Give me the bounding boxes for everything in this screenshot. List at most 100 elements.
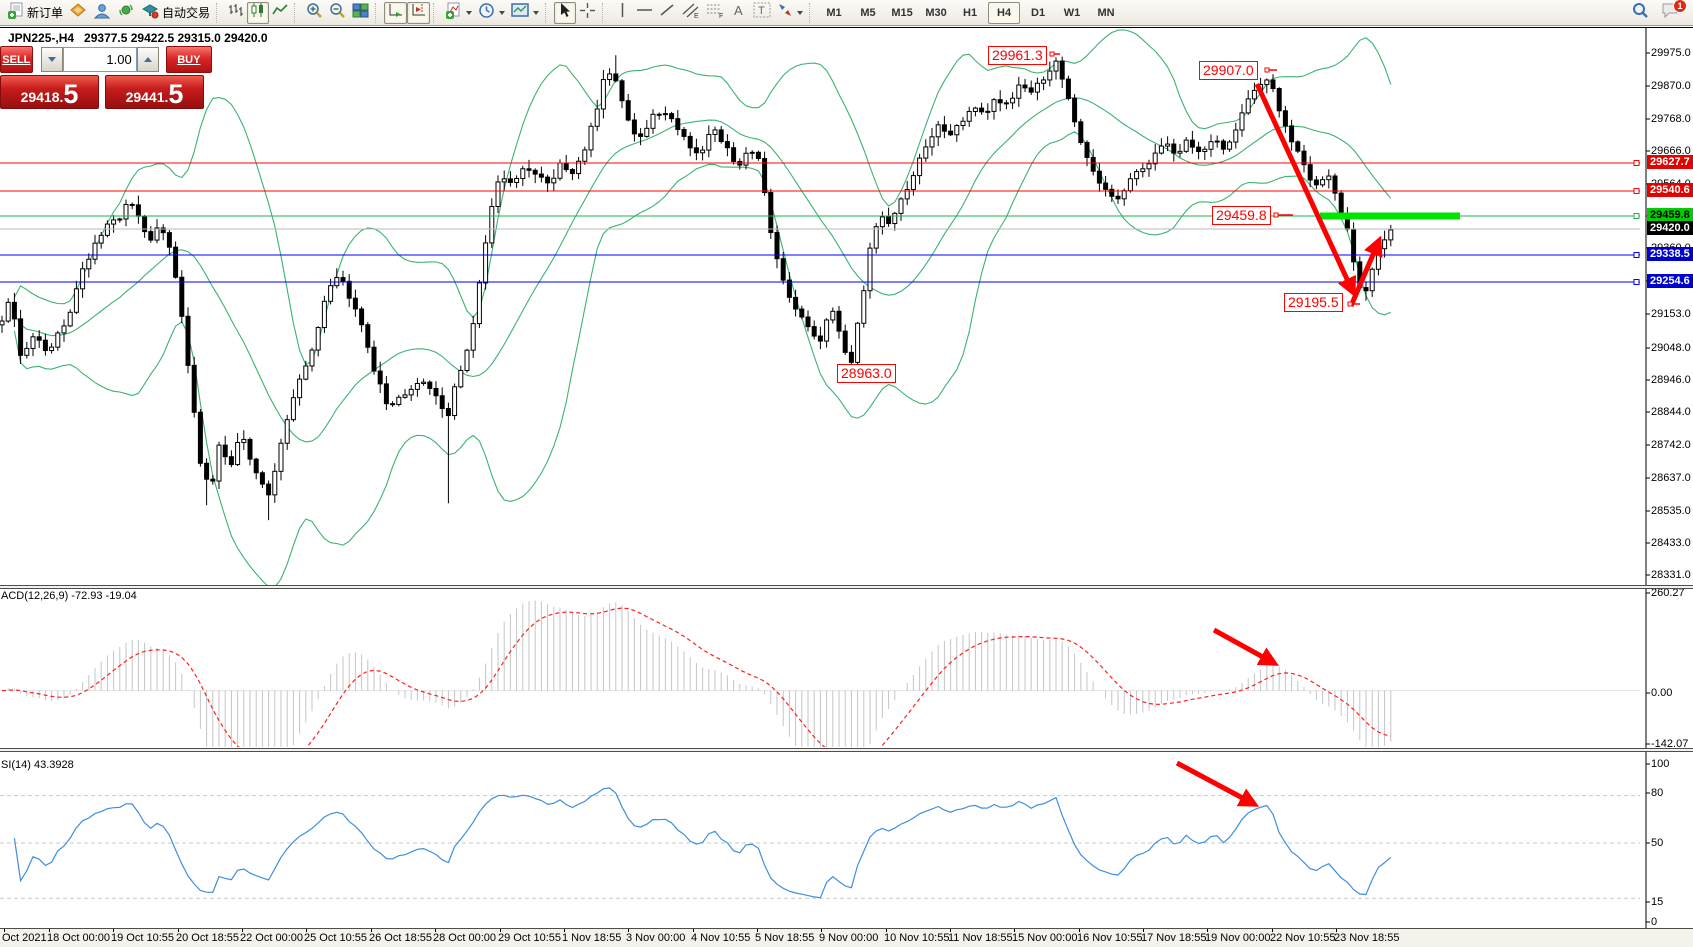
- candlestick-chart-button[interactable]: [247, 1, 270, 24]
- indicators-button[interactable]: [442, 2, 475, 24]
- annotation-label[interactable]: 29459.8: [1212, 206, 1271, 225]
- annotation-label[interactable]: 29907.0: [1199, 61, 1258, 80]
- toolbar-separator: [375, 2, 381, 23]
- new-order-button[interactable]: 新订单: [4, 2, 66, 24]
- toolbar-separator: [216, 2, 222, 23]
- volume-increase-button[interactable]: [136, 47, 159, 72]
- clock-icon: [478, 2, 495, 24]
- time-tick: [1336, 929, 1337, 932]
- svg-text:T: T: [758, 5, 765, 17]
- time-axis-label: 15 Nov 00:00: [1012, 932, 1078, 944]
- time-axis-label: 19 Nov 00:00: [1205, 932, 1271, 944]
- cursor-icon: [558, 2, 573, 23]
- volume-input[interactable]: [62, 47, 137, 72]
- arrows-tool-button[interactable]: [774, 2, 806, 24]
- indicator-tick-label: 100: [1651, 758, 1670, 770]
- timeframe-button-m1[interactable]: M1: [826, 6, 842, 19]
- horizontal-line-button[interactable]: [633, 2, 656, 24]
- text-label-icon: T: [753, 2, 771, 23]
- text-label-button[interactable]: T: [750, 2, 774, 24]
- sell-price-box[interactable]: 29418. 5: [0, 75, 99, 109]
- toolbar-separator: [602, 2, 608, 23]
- equidistant-channel-button[interactable]: E: [678, 2, 703, 24]
- timeframe-button-w1[interactable]: W1: [1063, 6, 1081, 19]
- line-chart-button[interactable]: [269, 2, 291, 24]
- annotation-label[interactable]: 28963.0: [837, 364, 896, 383]
- trendline-icon: [659, 2, 675, 23]
- text-button[interactable]: A: [728, 2, 750, 24]
- profile-button[interactable]: [90, 2, 114, 24]
- crosshair-button[interactable]: [576, 2, 599, 24]
- navigator-icon: [69, 2, 87, 24]
- dropdown-arrow-icon: [797, 10, 804, 15]
- vertical-line-icon: [616, 2, 629, 23]
- buy-price-box[interactable]: 29441. 5: [105, 75, 204, 109]
- buy-button[interactable]: BUY: [165, 46, 212, 73]
- annotation-label[interactable]: 29195.5: [1284, 293, 1343, 312]
- zoom-out-icon: [329, 2, 346, 24]
- time-axis-label: 1 Nov 18:55: [562, 932, 622, 944]
- time-tick: [821, 929, 822, 932]
- cursor-button[interactable]: [554, 1, 577, 24]
- toolbar-separator: [294, 2, 300, 23]
- buy-price-decimal: 5: [168, 79, 184, 109]
- price-tick-label: 28637.0: [1651, 472, 1691, 484]
- timeframe-button-m15[interactable]: M15: [891, 6, 913, 19]
- time-axis-label: 5 Nov 18:55: [755, 932, 815, 944]
- annotation-label[interactable]: 29961.3: [988, 46, 1047, 65]
- fibonacci-icon: F: [706, 2, 725, 24]
- sell-button[interactable]: SELL: [0, 46, 33, 73]
- time-axis-label: 25 Oct 10:55: [304, 932, 367, 944]
- periods-button[interactable]: [475, 2, 508, 24]
- trendline-button[interactable]: [656, 2, 678, 24]
- timeframe-button-m5[interactable]: M5: [860, 6, 876, 19]
- time-tick: [757, 929, 758, 932]
- time-axis-label: 11 Nov 18:55: [948, 932, 1013, 944]
- time-tick: [1207, 929, 1208, 932]
- vertical-line-button[interactable]: [611, 2, 633, 24]
- rsi-label: SI(14) 43.3928: [1, 759, 74, 771]
- channel-icon: E: [681, 2, 700, 24]
- bar-chart-button[interactable]: [225, 2, 247, 24]
- panel-divider[interactable]: [0, 748, 1693, 752]
- panel-divider[interactable]: [0, 585, 1693, 589]
- timeframe-button-m30[interactable]: M30: [925, 6, 947, 19]
- search-button[interactable]: [1628, 2, 1652, 24]
- notifications-button[interactable]: 1: [1658, 0, 1687, 24]
- zoom-out-button[interactable]: [326, 2, 349, 24]
- time-axis-label: 4 Nov 10:55: [691, 932, 751, 944]
- chart-window-border: [0, 27, 1693, 28]
- auto-scroll-button[interactable]: [384, 1, 408, 24]
- indicator-tick-label: 80: [1651, 787, 1664, 799]
- toolbar-separator: [433, 2, 439, 23]
- auto-trading-label: 自动交易: [162, 6, 211, 20]
- tile-windows-button[interactable]: [349, 2, 372, 24]
- templates-button[interactable]: [508, 2, 542, 24]
- zoom-in-button[interactable]: [303, 2, 326, 24]
- timeframe-button-h4[interactable]: H4: [988, 1, 1021, 24]
- arrows-tool-icon: [777, 2, 793, 23]
- toolbar-separator: [545, 2, 551, 23]
- price-tick-label: 29975.0: [1651, 47, 1691, 59]
- level-price-label: 29459.8: [1647, 208, 1693, 222]
- volume-decrease-button[interactable]: [40, 47, 63, 72]
- signals-button[interactable]: [114, 2, 138, 24]
- time-axis[interactable]: Oct 2021 18 Oct 00:00 19 Oct 10:55 20 Oct 1…: [0, 929, 1693, 947]
- toolbar-separator: [809, 2, 815, 23]
- fibonacci-button[interactable]: F: [703, 2, 728, 24]
- ohlc-values: 29377.5 29422.5 29315.0 29420.0: [84, 31, 268, 45]
- time-tick: [693, 929, 694, 932]
- indicator-tick-label: 0.00: [1651, 687, 1673, 699]
- timeframe-button-d1[interactable]: D1: [1031, 6, 1046, 19]
- timeframe-button-mn[interactable]: MN: [1097, 6, 1115, 19]
- navigator-button[interactable]: [66, 2, 90, 24]
- time-tick: [49, 929, 50, 932]
- timeframe-button-h1[interactable]: H1: [963, 6, 978, 19]
- chart-shift-button[interactable]: [407, 1, 431, 24]
- timeframe-group: M1 M5 M15 M30 H1 H4 D1 W1 MN: [818, 1, 1122, 24]
- auto-trading-button[interactable]: 自动交易: [138, 2, 213, 24]
- bar-chart-icon: [228, 2, 244, 23]
- time-axis-label: 28 Oct 00:00: [433, 932, 496, 944]
- time-axis-label: 29 Oct 10:55: [498, 932, 561, 944]
